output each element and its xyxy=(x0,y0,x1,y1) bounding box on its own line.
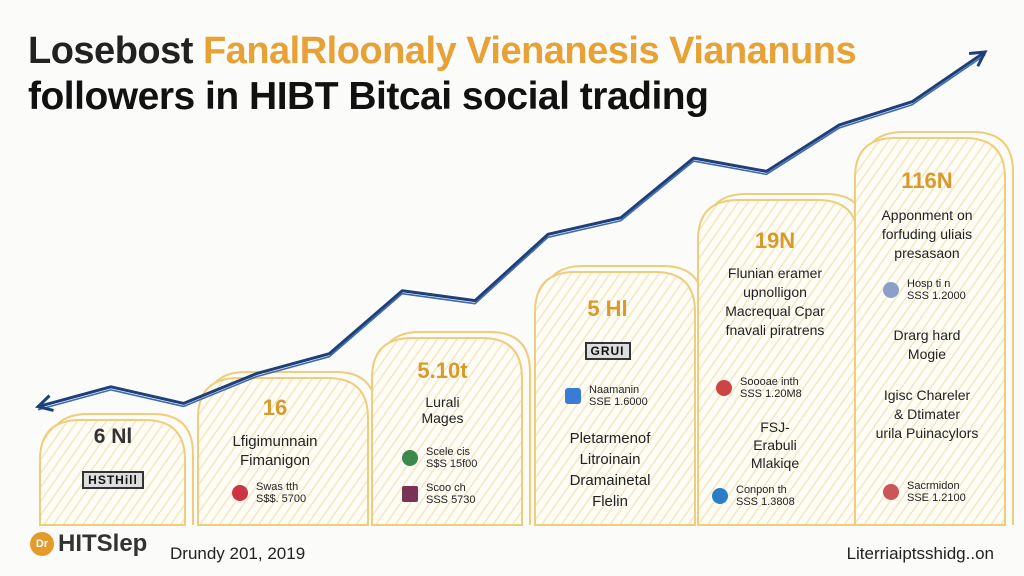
card-6-line-2: forfuding uliais xyxy=(881,226,973,242)
card-3-item-2-name: Scoo ch xyxy=(426,482,466,494)
series-line-shadow xyxy=(37,54,986,411)
card-3-item-1-value: S$S 15f00 xyxy=(426,458,478,470)
card-6: 116N Apponment on forfuding uliais presa… xyxy=(862,168,992,263)
pie-icon xyxy=(883,282,899,298)
card-4-badge: GRUI xyxy=(584,342,631,360)
card-2-line-1: Lfigimunnain xyxy=(232,433,318,450)
logo-text: HITSlep xyxy=(58,530,148,557)
series-line xyxy=(37,50,986,409)
card-3-line-2: Mages xyxy=(421,410,464,426)
arrow-end-icon xyxy=(968,50,988,67)
card-6-line-3: presasaon xyxy=(894,245,960,261)
card-4-item-1-name: Naamanin xyxy=(589,384,640,396)
clock-icon xyxy=(716,380,732,396)
card-2-item-1: Swas tth S$$. 5700 xyxy=(232,481,306,505)
card-4-body: Pletarmenof Litroinain Dramainetal Fleli… xyxy=(540,428,680,512)
chart-title: Losebost FanalRloonaly Vienanesis Vianan… xyxy=(28,28,857,120)
card-3-item-2-value: SSS 5730 xyxy=(426,494,476,506)
arrow-start-icon xyxy=(34,394,54,412)
alert-icon xyxy=(883,484,899,500)
card-5-body: FSJ- Erabuli Mlakiqe xyxy=(705,418,845,472)
card-3-shape xyxy=(371,337,523,526)
card-5-line-4: fnavali piratrens xyxy=(725,322,825,338)
card-5-line-2: upnolligon xyxy=(743,284,807,300)
card-2-item-1-value: S$$. 5700 xyxy=(256,493,307,505)
card-6-item-1: Hosp ti n SSS 1.2000 xyxy=(883,278,966,302)
card-6-line-7: & Dtimater xyxy=(893,406,961,422)
card-4-item-1-value: SSE 1.6000 xyxy=(589,396,648,408)
card-5-line-1: Flunian eramer xyxy=(727,265,823,281)
logo-icon: Dr xyxy=(30,532,54,556)
card-6-line-8: urila Puinacylors xyxy=(875,425,979,441)
card-2: 16 Lfigimunnain Fimanigon xyxy=(210,395,340,469)
card-6-item-1-name: Hosp ti n xyxy=(907,278,951,290)
card-5-line-6: Erabuli xyxy=(753,437,797,453)
card-5-item-2-name: Conpon th xyxy=(736,484,787,496)
card-1-badge: HSTHill xyxy=(82,471,144,489)
card-3-item-2: Scoo ch SSS 5730 xyxy=(402,482,476,506)
card-6-item-1-value: SSS 1.2000 xyxy=(907,290,966,302)
card-3-value: 5.10t xyxy=(417,358,468,383)
card-4-line-2: Litroinain xyxy=(579,451,641,468)
card-6-body: Drarg hard Mogie Igisc Chareler & Dtimat… xyxy=(862,326,992,443)
card-4-line-4: Flelin xyxy=(592,493,628,510)
brand-logo[interactable]: Dr HITSlep xyxy=(30,530,147,558)
card-5-item-1-name: Soooae inth xyxy=(740,376,799,388)
footer-url[interactable]: Literriaiptsshidg..on xyxy=(846,544,994,563)
card-6-item-2: Sacrmidon SSE 1.2100 xyxy=(883,480,966,504)
info-icon xyxy=(712,488,728,504)
card-4-shape xyxy=(534,271,696,526)
card-6-line-4: Drarg hard xyxy=(893,327,961,343)
card-1-value: 6 Nl xyxy=(93,425,133,448)
card-5-line-5: FSJ- xyxy=(760,419,790,435)
card-3: 5.10t Lurali Mages xyxy=(380,358,505,426)
card-5-line-7: Mlakiqe xyxy=(750,455,800,471)
card-6-line-5: Mogie xyxy=(907,346,947,362)
card-6-item-2-value: SSE 1.2100 xyxy=(907,492,966,504)
card-5-item-1: Soooae inth SSS 1.20M8 xyxy=(716,376,802,400)
title-line2: followers in HIBT Bitcai social trading xyxy=(28,75,709,118)
square-icon xyxy=(565,388,581,404)
card-5-item-2: Conpon th SSS 1.3808 xyxy=(712,484,795,508)
card-4-item-1: Naamanin SSE 1.6000 xyxy=(565,384,648,408)
grid-icon xyxy=(402,486,418,502)
leaf-icon xyxy=(402,450,418,466)
card-5-item-1-value: SSS 1.20M8 xyxy=(740,388,802,400)
footer-date: Drundy 201, 2019 xyxy=(170,544,306,563)
card-2-value: 16 xyxy=(262,395,288,420)
card-4-line-3: Dramainetal xyxy=(569,472,651,489)
title-part1: Losebost xyxy=(28,30,193,72)
card-3-item-1-name: Scele cis xyxy=(426,446,471,458)
card-6-shape xyxy=(854,137,1006,526)
card-4-line-1: Pletarmenof xyxy=(569,430,651,447)
card-2-item-1-name: Swas tth xyxy=(256,481,299,493)
card-3-item-1: Scele cis S$S 15f00 xyxy=(402,446,477,470)
card-6-line-6: Igisc Chareler xyxy=(883,387,971,403)
card-5-item-2-value: SSS 1.3808 xyxy=(736,496,795,508)
card-6-item-2-name: Sacrmidon xyxy=(907,480,960,492)
card-4: 5 Hl GRUI xyxy=(545,296,670,360)
card-4-value: 5 Hl xyxy=(587,296,628,321)
card-5: 19N Flunian eramer upnolligon Macrequal … xyxy=(705,228,845,340)
card-1: 6 Nl HSTHill xyxy=(58,425,168,489)
card-5-value: 19N xyxy=(754,228,796,253)
flag-icon xyxy=(232,485,248,501)
card-3-line-1: Lurali xyxy=(425,394,460,410)
series-line-layer xyxy=(34,50,988,412)
card-2-line-2: Fimanigon xyxy=(239,452,311,469)
card-6-value: 116N xyxy=(901,168,953,193)
title-part2: FanalRloonaly Vienanesis Viananuns xyxy=(202,30,857,72)
card-6-line-1: Apponment on xyxy=(881,207,973,223)
card-5-line-3: Macrequal Cpar xyxy=(725,303,825,319)
